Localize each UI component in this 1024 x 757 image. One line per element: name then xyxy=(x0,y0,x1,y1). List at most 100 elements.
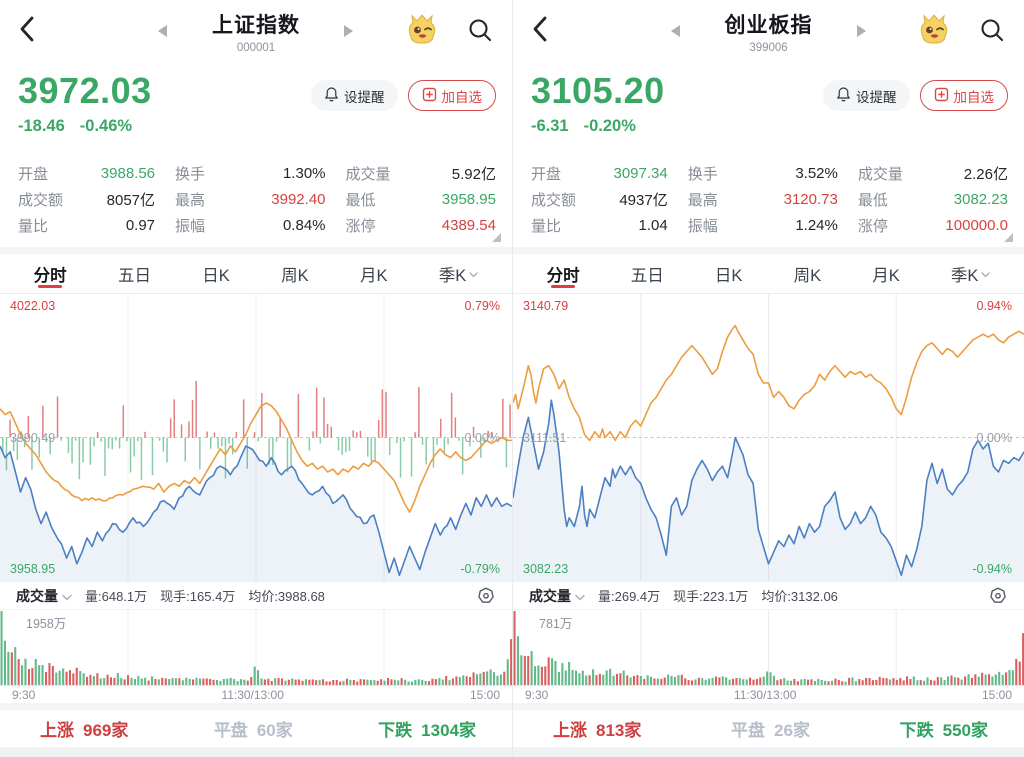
minute-chart[interactable]: 3140.79 0.94% 3111.51 0.00% 3082.23 -0.9… xyxy=(513,294,1024,582)
tab-week-k[interactable]: 周K xyxy=(279,254,311,293)
tab-minute[interactable]: 分时 xyxy=(545,254,582,293)
stat-item: 振幅 0.84% xyxy=(175,212,325,238)
tab-month-k[interactable]: 月K xyxy=(870,254,902,293)
minute-chart[interactable]: 4022.03 0.79% 3990.49 0.00% 3958.95 -0.7… xyxy=(0,294,512,582)
chart-mid-label: 3990.49 xyxy=(10,430,56,445)
breadth-up[interactable]: 上涨 813家 xyxy=(553,716,641,741)
stat-item: 成交额 4937亿 xyxy=(531,186,668,212)
tab-minute[interactable]: 分时 xyxy=(32,254,69,293)
stat-value: 1.04 xyxy=(638,216,668,234)
volume-header: 成交量 量:269.4万 现手:223.1万 均价:3132.06 xyxy=(513,582,1024,609)
prev-index-icon[interactable] xyxy=(670,25,680,37)
settings-icon[interactable] xyxy=(988,586,1008,606)
prev-index-icon[interactable] xyxy=(158,25,167,37)
stat-value: 3992.40 xyxy=(271,190,326,208)
stat-value: 4389.54 xyxy=(441,216,496,234)
search-icon[interactable] xyxy=(466,16,494,44)
tab-5day[interactable]: 五日 xyxy=(116,254,153,293)
add-watchlist-button[interactable]: 加自选 xyxy=(919,80,1008,111)
settings-icon[interactable] xyxy=(476,586,496,606)
breadth-down[interactable]: 下跌 1304家 xyxy=(378,716,476,741)
expand-stats-icon[interactable] xyxy=(1004,233,1013,242)
price-change-row: -18.46 -0.46% xyxy=(18,117,152,136)
next-index-icon[interactable] xyxy=(856,25,866,37)
stat-value: 100000.0 xyxy=(945,216,1008,234)
stat-item: 量比 0.97 xyxy=(18,212,155,238)
breadth-flat[interactable]: 平盘 60家 xyxy=(214,716,293,741)
price-change-row: -6.31 -0.20% xyxy=(531,117,665,136)
breadth-down-count: 550家 xyxy=(942,721,988,740)
stat-label: 开盘 xyxy=(531,165,562,183)
chart-high-pct-label: 0.94% xyxy=(976,299,1012,313)
stats-grid: 开盘 3097.34 换手 3.52% 成交量 2.26亿 成交额 4937亿 最高 3120.7… xyxy=(513,150,1024,247)
set-alert-button[interactable]: 设提醒 xyxy=(823,80,910,111)
stat-label: 成交量 xyxy=(857,165,903,183)
chevron-down-icon xyxy=(62,588,72,604)
set-alert-button[interactable]: 设提醒 xyxy=(311,80,398,111)
volume-type-selector[interactable]: 成交量 xyxy=(16,586,72,606)
tab-label: 季K xyxy=(950,266,979,285)
breadth-flat[interactable]: 平盘 26家 xyxy=(731,716,810,741)
volume-avg-price: 均价:3132.06 xyxy=(761,589,838,604)
volume-current: 现手:223.1万 xyxy=(673,589,749,604)
index-price: 3972.03 xyxy=(18,70,152,111)
volume-peak-label: 781万 xyxy=(539,617,573,631)
tab-week-k[interactable]: 周K xyxy=(792,254,824,293)
back-icon[interactable] xyxy=(527,13,553,45)
stat-item: 开盘 3097.34 xyxy=(531,160,668,186)
price-section: 3972.03 -18.46 -0.46% 设提醒 加自选 xyxy=(0,62,512,150)
stat-value: 3082.23 xyxy=(953,190,1008,208)
stat-item: 换手 1.30% xyxy=(175,160,325,186)
search-icon[interactable] xyxy=(978,16,1006,44)
time-mid: 11:30/13:00 xyxy=(733,687,797,702)
volume-total: 量:269.4万 xyxy=(598,589,661,604)
set-alert-label: 设提醒 xyxy=(856,89,897,105)
tab-label: 五日 xyxy=(630,266,664,285)
tab-month-k[interactable]: 月K xyxy=(358,254,390,293)
tab-day-k[interactable]: 日K xyxy=(200,254,232,293)
add-watchlist-button[interactable]: 加自选 xyxy=(407,80,496,111)
volume-chart-canvas xyxy=(0,610,512,686)
stat-label: 最低 xyxy=(345,191,376,209)
back-icon[interactable] xyxy=(14,13,40,45)
chart-mid-pct-label: 0.00% xyxy=(464,430,500,445)
volume-peak-label: 1958万 xyxy=(26,617,67,631)
time-axis: 9:30 11:30/13:00 15:00 xyxy=(0,686,512,703)
tab-day-k[interactable]: 日K xyxy=(713,254,745,293)
period-tabs: 分时 五日 日K 周K 月K 季K xyxy=(513,254,1024,294)
tab-label: 月K xyxy=(359,266,388,285)
volume-chart[interactable]: 781万 xyxy=(513,609,1024,686)
tab-label: 五日 xyxy=(117,266,151,285)
expand-stats-icon[interactable] xyxy=(492,233,501,242)
breadth-up[interactable]: 上涨 969家 xyxy=(40,716,128,741)
stat-item: 开盘 3988.56 xyxy=(18,160,155,186)
price-change: -18.46 xyxy=(18,116,65,135)
section-divider xyxy=(0,703,512,710)
chart-high-pct-label: 0.79% xyxy=(464,299,500,313)
stat-label: 成交量 xyxy=(345,165,391,183)
next-index-icon[interactable] xyxy=(344,25,353,37)
tab-5day[interactable]: 五日 xyxy=(629,254,666,293)
tab-label: 月K xyxy=(872,266,900,285)
breadth-down[interactable]: 下跌 550家 xyxy=(900,716,988,741)
volume-chart[interactable]: 1958万 xyxy=(0,609,512,686)
chart-mid-label: 3111.51 xyxy=(523,430,567,445)
volume-chart-canvas xyxy=(513,610,1024,686)
breadth-down-label: 下跌 xyxy=(378,721,413,740)
mascot-icon[interactable] xyxy=(404,12,440,46)
tab-label: 日K xyxy=(714,266,743,285)
stat-value: 1.24% xyxy=(795,216,838,234)
period-tabs: 分时 五日 日K 周K 月K 季K xyxy=(0,254,512,294)
index-code: 000001 xyxy=(236,42,276,54)
breadth-flat-count: 60家 xyxy=(256,721,293,740)
tab-quarter-k[interactable]: 季K xyxy=(437,254,481,293)
volume-type-selector[interactable]: 成交量 xyxy=(529,586,585,606)
chart-mid-pct-label: 0.00% xyxy=(976,430,1012,445)
mascot-icon[interactable] xyxy=(916,12,952,46)
stat-value: 1.30% xyxy=(282,164,326,182)
tab-quarter-k[interactable]: 季K xyxy=(949,254,993,293)
stat-label: 量比 xyxy=(531,217,562,235)
stat-value: 0.84% xyxy=(282,216,326,234)
breadth-flat-label: 平盘 xyxy=(731,721,766,740)
stat-label: 成交额 xyxy=(531,191,577,209)
